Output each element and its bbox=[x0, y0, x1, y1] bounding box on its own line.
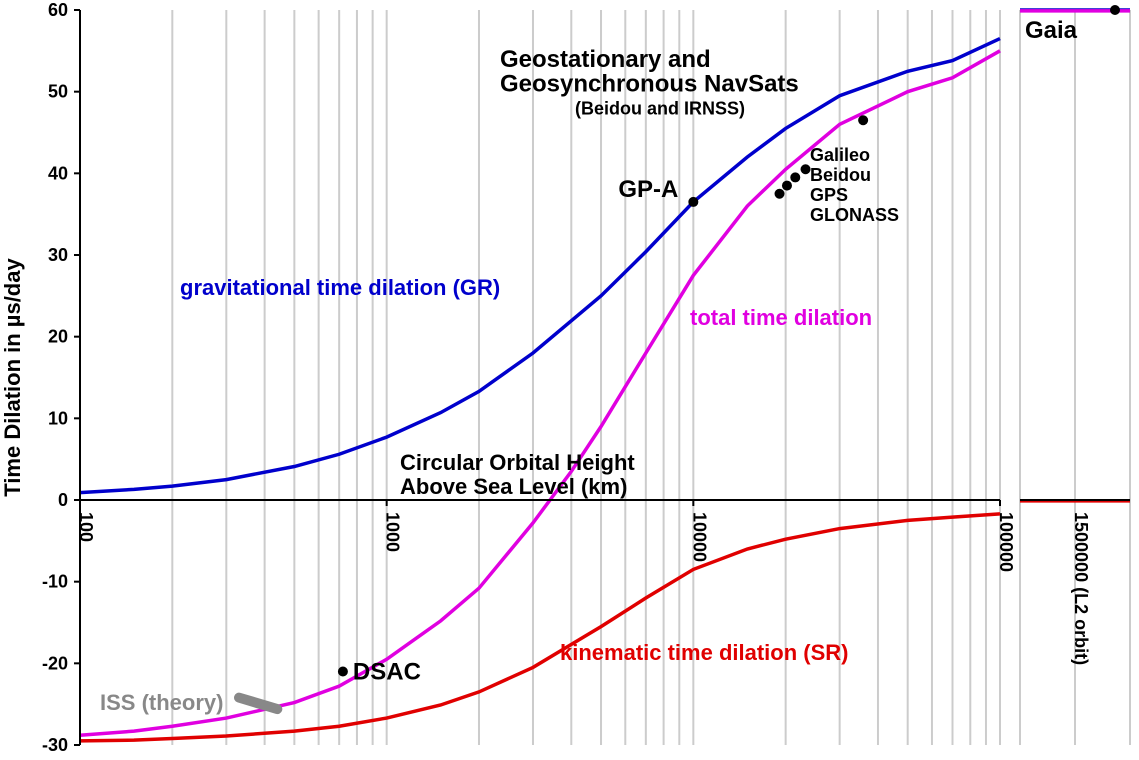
y-tick-label: -10 bbox=[42, 572, 68, 592]
x-axis-title-1: Circular Orbital Height bbox=[400, 450, 635, 475]
label-total: total time dilation bbox=[690, 305, 872, 330]
y-axis-title: Time Dilation in µs/day bbox=[0, 258, 25, 497]
x-tick-label: 10000 bbox=[689, 512, 709, 562]
x-tick-label: 100 bbox=[76, 512, 96, 542]
point-Galileo bbox=[801, 164, 811, 174]
curve-gr bbox=[80, 39, 1000, 493]
point-ISS bbox=[239, 698, 277, 709]
point-Geostationary bbox=[858, 115, 868, 125]
point-DSAC bbox=[338, 667, 348, 677]
label-gr: gravitational time dilation (GR) bbox=[180, 275, 500, 300]
y-tick-label: 60 bbox=[48, 0, 68, 20]
x-axis-title-2: Above Sea Level (km) bbox=[400, 474, 627, 499]
point-Gaia bbox=[1110, 5, 1120, 15]
point-Beidou bbox=[790, 172, 800, 182]
y-tick-label: -20 bbox=[42, 653, 68, 673]
label-Gaia: Gaia bbox=[1025, 17, 1078, 44]
label-GLONASS: GLONASS bbox=[810, 205, 899, 225]
x-break-label: 1500000 (L2 orbit) bbox=[1071, 512, 1091, 665]
y-tick-label: 40 bbox=[48, 163, 68, 183]
label-geo-2: Geosynchronous NavSats bbox=[500, 71, 799, 98]
x-tick-label: 100000 bbox=[996, 512, 1016, 572]
label-geo-1: Geostationary and bbox=[500, 46, 711, 73]
label-GPS: GPS bbox=[810, 185, 848, 205]
point-GLONASS bbox=[775, 189, 785, 199]
label-GP-A: GP-A bbox=[618, 176, 678, 203]
label-Beidou: Beidou bbox=[810, 165, 871, 185]
label-Galileo: Galileo bbox=[810, 145, 870, 165]
label-ISS: ISS (theory) bbox=[100, 690, 223, 715]
label-geo-3: (Beidou and IRNSS) bbox=[575, 99, 745, 119]
y-tick-label: 10 bbox=[48, 408, 68, 428]
label-sr: kinematic time dilation (SR) bbox=[560, 640, 849, 665]
y-tick-label: 50 bbox=[48, 82, 68, 102]
point-GP-A bbox=[688, 197, 698, 207]
time-dilation-chart: -30 -20 -10 0 10 20 30 40 50 60 100 1000 10000 100000… bbox=[0, 0, 1139, 760]
y-tick-label: 0 bbox=[58, 490, 68, 510]
point-GPS bbox=[782, 181, 792, 191]
y-tick-label: -30 bbox=[42, 735, 68, 755]
x-tick-label: 1000 bbox=[383, 512, 403, 552]
label-DSAC: DSAC bbox=[353, 659, 421, 686]
y-tick-label: 20 bbox=[48, 327, 68, 347]
chart-container: -30 -20 -10 0 10 20 30 40 50 60 100 1000 10000 100000… bbox=[0, 0, 1139, 760]
y-tick-label: 30 bbox=[48, 245, 68, 265]
